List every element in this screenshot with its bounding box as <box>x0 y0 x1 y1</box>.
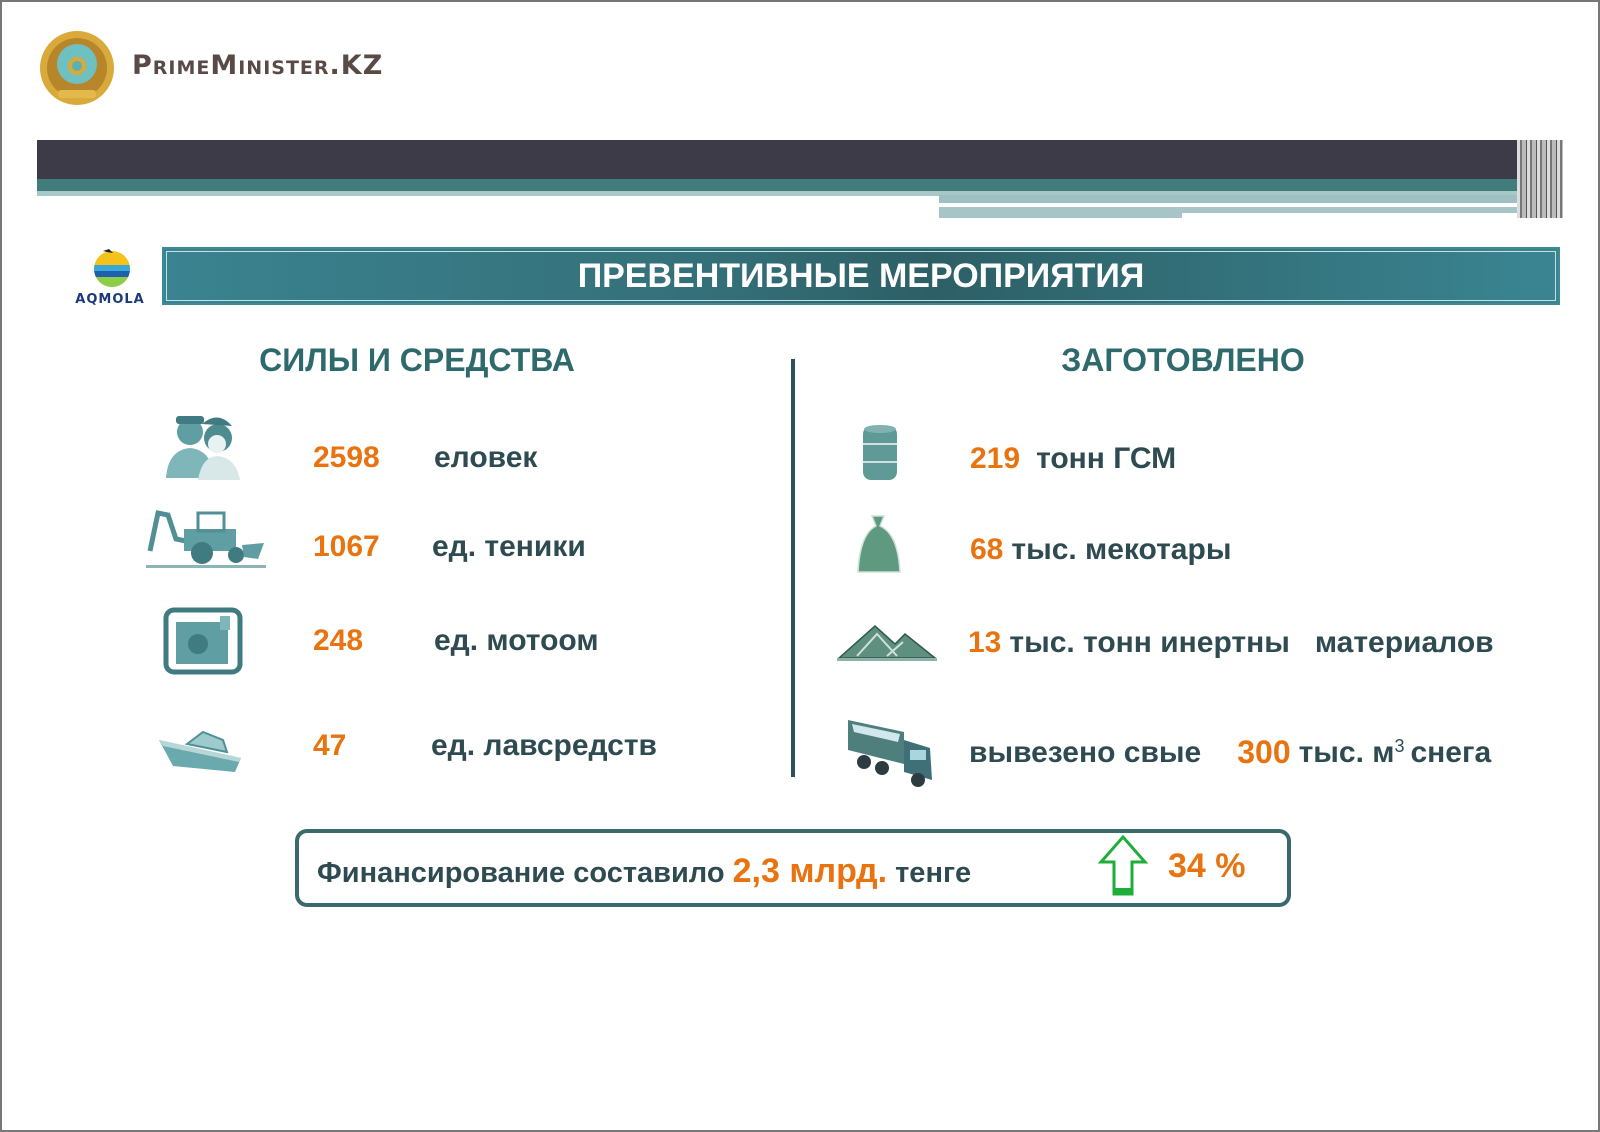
header-band-light <box>37 191 1563 196</box>
item-label: ед. теники <box>432 530 586 563</box>
item-value: 300 <box>1237 734 1291 770</box>
item-value: 248 <box>313 624 364 657</box>
kazakhstan-emblem-logo <box>38 28 116 108</box>
aqmola-logo-text: AQMOLA <box>75 292 145 307</box>
arrow-up-icon <box>1098 834 1148 896</box>
item-value: 13 <box>968 626 1002 659</box>
brand-name: PrimeMinister.KZ <box>132 50 384 81</box>
item-label: тыс. мекотары <box>1011 533 1232 566</box>
item-value: 1067 <box>313 530 380 563</box>
motor-pump-icon <box>163 607 243 675</box>
item-suffix: снега <box>1410 735 1492 769</box>
item-label: тыс. м <box>1298 735 1395 769</box>
boat-icon <box>159 730 241 772</box>
header-band-accent <box>939 203 1344 207</box>
left-heading: СИЛЫ И СРЕДСТВА <box>259 342 575 378</box>
growth-percent: 34 % <box>1168 847 1246 885</box>
list-item: 1067 ед. теники <box>313 530 586 564</box>
item-superscript: 3 <box>1394 736 1405 756</box>
item-label: тонн ГСМ <box>1036 442 1177 475</box>
pile-icon <box>837 624 937 661</box>
item-prefix: вывезено свые <box>969 735 1202 769</box>
header-band-stripes <box>1517 140 1563 218</box>
backhoe-icon <box>146 510 266 568</box>
page-title-text: ПРЕВЕНТИВНЫЕ МЕРОПРИЯТИЯ <box>577 256 1145 295</box>
item-label: ед. мотоом <box>434 624 599 657</box>
item-value: 68 <box>970 533 1004 566</box>
item-label: еловек <box>434 441 538 474</box>
header-band-accent <box>1182 213 1563 219</box>
list-item: 47 ед. лавсредств <box>313 729 657 763</box>
financing-value: 2,3 млрд. <box>732 852 888 890</box>
list-item: 219 тонн ГСМ <box>970 442 1176 476</box>
aqmola-emblem-icon <box>94 249 130 287</box>
header-band-accent <box>939 195 1563 203</box>
right-heading: ЗАГОТОВЛЕНО <box>1061 342 1305 378</box>
sack-icon <box>857 515 901 573</box>
financing-prefix: Финансирование составило <box>317 857 725 889</box>
list-item: 68 тыс. мекотары <box>970 533 1231 567</box>
page-title: ПРЕВЕНТИВНЫЕ МЕРОПРИЯТИЯ <box>162 247 1560 305</box>
aqmola-logo: AQMOLA <box>73 245 147 309</box>
list-item: 13 тыс. тонн инертны материалов <box>968 626 1494 660</box>
list-item: 248 ед. мотоом <box>313 624 599 658</box>
item-label: ед. лавсредств <box>431 729 657 762</box>
item-label: тыс. тонн инертны материалов <box>1009 626 1494 659</box>
item-value: 2598 <box>313 441 380 474</box>
item-value: 219 <box>970 442 1021 475</box>
barrel-icon <box>863 425 897 480</box>
financing-text: Финансирование составило 2,3 млрд. тенге <box>317 852 971 891</box>
header-band-teal <box>37 179 1563 191</box>
people-icon <box>166 416 240 480</box>
dump-truck-icon <box>848 720 932 787</box>
financing-suffix: тенге <box>895 857 972 889</box>
header-band-accent <box>939 207 1563 218</box>
financing-box <box>295 829 1291 907</box>
column-divider <box>791 359 795 777</box>
item-value: 47 <box>313 729 347 762</box>
list-item: 2598 еловек <box>313 441 537 475</box>
header-band <box>37 140 1563 180</box>
